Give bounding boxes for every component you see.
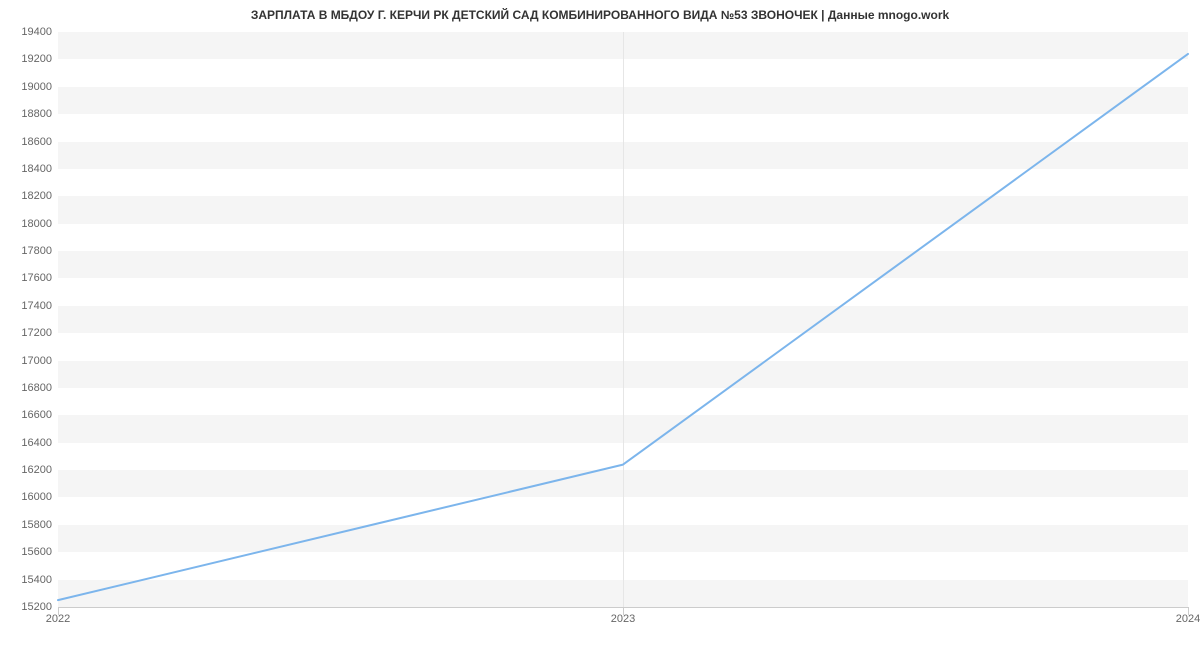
- plot-area: 1520015400156001580016000162001640016600…: [58, 32, 1188, 607]
- y-tick-label: 17200: [21, 327, 52, 339]
- y-tick-label: 17000: [21, 355, 52, 367]
- x-tick-label: 2023: [611, 613, 635, 625]
- y-tick-label: 18400: [21, 163, 52, 175]
- x-axis-line: [58, 607, 1188, 608]
- x-tick-label: 2022: [46, 613, 70, 625]
- y-tick-label: 18000: [21, 218, 52, 230]
- y-tick-label: 18600: [21, 136, 52, 148]
- y-tick-label: 17800: [21, 245, 52, 257]
- chart-title: ЗАРПЛАТА В МБДОУ Г. КЕРЧИ РК ДЕТСКИЙ САД…: [0, 8, 1200, 22]
- series-layer: [58, 32, 1188, 607]
- y-tick-label: 15800: [21, 519, 52, 531]
- y-tick-label: 16800: [21, 382, 52, 394]
- x-tick-label: 2024: [1176, 613, 1200, 625]
- y-tick-label: 19200: [21, 53, 52, 65]
- y-tick-label: 16600: [21, 409, 52, 421]
- y-tick-label: 19400: [21, 26, 52, 38]
- y-tick-label: 15600: [21, 546, 52, 558]
- y-tick-label: 19000: [21, 81, 52, 93]
- y-tick-label: 17400: [21, 300, 52, 312]
- y-tick-label: 15200: [21, 601, 52, 613]
- y-tick-label: 18200: [21, 190, 52, 202]
- line-chart: ЗАРПЛАТА В МБДОУ Г. КЕРЧИ РК ДЕТСКИЙ САД…: [0, 0, 1200, 650]
- y-tick-label: 16400: [21, 437, 52, 449]
- y-tick-label: 18800: [21, 108, 52, 120]
- series-line-salary: [58, 54, 1188, 600]
- y-tick-label: 16200: [21, 464, 52, 476]
- y-tick-label: 17600: [21, 272, 52, 284]
- y-tick-label: 15400: [21, 574, 52, 586]
- y-tick-label: 16000: [21, 491, 52, 503]
